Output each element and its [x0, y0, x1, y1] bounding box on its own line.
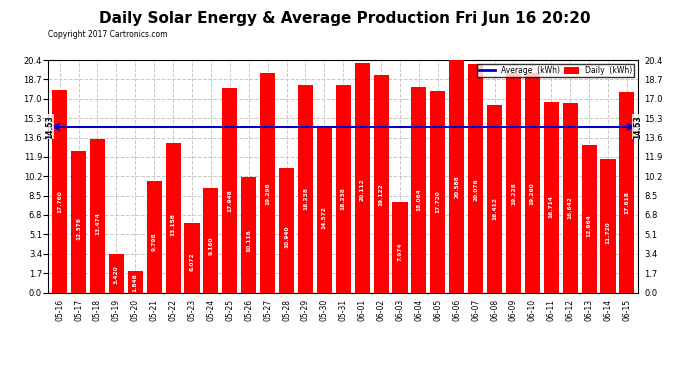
Text: 9.160: 9.160 [208, 236, 213, 255]
Text: 16.412: 16.412 [492, 197, 497, 220]
Text: 9.798: 9.798 [152, 233, 157, 252]
Text: 20.076: 20.076 [473, 178, 478, 201]
Bar [544, 102, 559, 292]
Text: 3.420: 3.420 [114, 266, 119, 284]
Text: 14.53: 14.53 [633, 115, 642, 139]
Text: 16.642: 16.642 [568, 196, 573, 219]
Bar [487, 105, 502, 292]
Text: 7.974: 7.974 [397, 242, 402, 261]
Text: 10.940: 10.940 [284, 225, 289, 248]
Text: 13.474: 13.474 [95, 212, 100, 235]
Bar [393, 202, 408, 292]
Text: Copyright 2017 Cartronics.com: Copyright 2017 Cartronics.com [48, 30, 168, 39]
Bar [620, 92, 635, 292]
Bar [260, 73, 275, 292]
Text: 19.260: 19.260 [530, 182, 535, 205]
Bar [279, 168, 294, 292]
Bar [336, 85, 351, 292]
Text: 10.116: 10.116 [246, 229, 251, 252]
Bar [449, 58, 464, 292]
Text: Daily Solar Energy & Average Production Fri Jun 16 20:20: Daily Solar Energy & Average Production … [99, 11, 591, 26]
Bar [146, 181, 161, 292]
Text: 17.618: 17.618 [624, 191, 629, 214]
Bar [506, 74, 521, 292]
Text: 12.378: 12.378 [76, 217, 81, 240]
Bar [373, 75, 388, 292]
Text: 12.964: 12.964 [586, 214, 591, 237]
Text: 19.122: 19.122 [379, 183, 384, 206]
Text: 20.588: 20.588 [454, 176, 460, 198]
Text: 18.064: 18.064 [416, 189, 422, 211]
Bar [600, 159, 615, 292]
Bar [241, 177, 256, 292]
Bar [90, 139, 105, 292]
Bar [184, 223, 199, 292]
Bar [298, 85, 313, 292]
Text: 16.714: 16.714 [549, 195, 554, 218]
Bar [525, 73, 540, 292]
Bar [166, 142, 181, 292]
Bar [411, 87, 426, 292]
Text: 17.948: 17.948 [227, 189, 233, 212]
Text: 14.53: 14.53 [45, 115, 54, 139]
Text: 19.228: 19.228 [511, 183, 516, 205]
Text: 13.158: 13.158 [170, 214, 175, 237]
Text: 1.848: 1.848 [132, 274, 138, 292]
Bar [71, 152, 86, 292]
Bar [582, 145, 597, 292]
Text: 14.572: 14.572 [322, 206, 327, 229]
Text: 18.238: 18.238 [303, 188, 308, 210]
Bar [468, 64, 483, 292]
Text: 19.296: 19.296 [265, 182, 270, 205]
Legend: Average  (kWh), Daily  (kWh): Average (kWh), Daily (kWh) [477, 64, 634, 77]
Bar [128, 272, 143, 292]
Bar [204, 188, 219, 292]
Text: 17.720: 17.720 [435, 190, 440, 213]
Text: 18.238: 18.238 [341, 188, 346, 210]
Bar [562, 103, 578, 292]
Bar [52, 90, 67, 292]
Text: 6.072: 6.072 [190, 252, 195, 271]
Text: 20.112: 20.112 [359, 178, 365, 201]
Bar [431, 90, 445, 292]
Bar [317, 126, 332, 292]
Bar [355, 63, 370, 292]
Text: 11.720: 11.720 [606, 221, 611, 244]
Bar [109, 254, 124, 292]
Text: 17.760: 17.760 [57, 190, 62, 213]
Bar [222, 88, 237, 292]
